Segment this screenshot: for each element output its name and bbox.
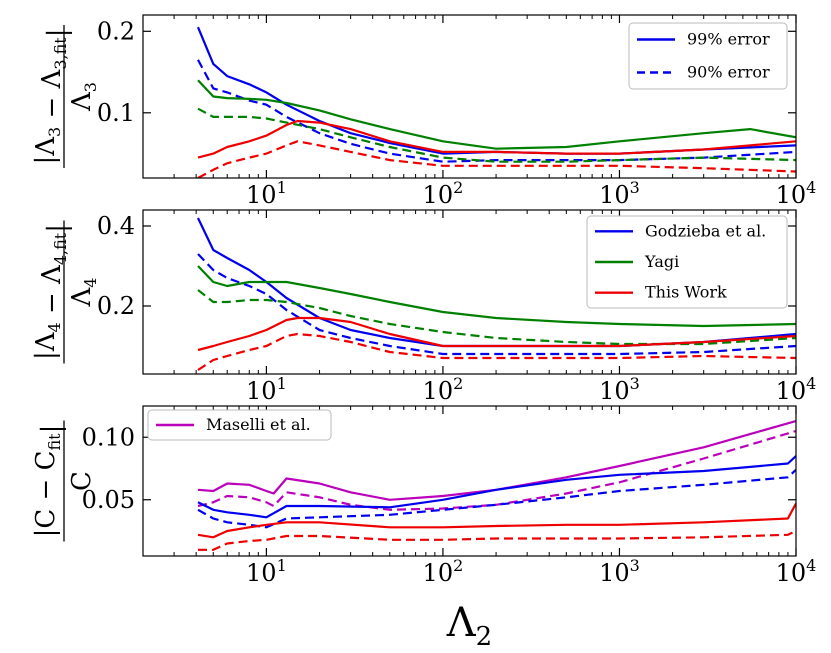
x-tick-label: 103	[599, 556, 640, 587]
x-tick-label: 102	[423, 556, 464, 587]
series-line-6	[198, 530, 796, 551]
axes-frame	[142, 14, 797, 179]
x-tick-label: 104	[776, 556, 817, 587]
series-line-3	[197, 79, 796, 150]
series-line-3	[197, 455, 796, 519]
x-tick-label: 104	[776, 374, 817, 405]
x-axis-label: Λ2	[446, 600, 492, 652]
series-line-5	[197, 119, 796, 159]
legend-label: Maselli et al.	[206, 415, 311, 434]
ylabel-panel-2: |Λ4 − Λ4,fit|Λ4	[31, 220, 100, 364]
series-group	[196, 26, 796, 178]
panel-1: 101 102 103 104 0.1 0.2 99% error 90% error	[97, 14, 817, 209]
series-line-2	[197, 429, 796, 511]
y-tick-label: 0.2	[97, 17, 135, 45]
y-tick-label: 0.4	[97, 212, 135, 240]
legend-label: 90% error	[687, 63, 770, 82]
legend-label: 99% error	[687, 30, 770, 49]
ylabel-denominator: Λ4	[67, 278, 100, 308]
axes-frame	[142, 209, 797, 375]
ylabel-numerator: |Λ4 − Λ4,fit|	[31, 224, 73, 360]
ylabel-denominator: C	[67, 471, 97, 491]
ylabel-denominator: Λ3	[67, 82, 100, 112]
ylabel-numerator: |Λ3 − Λ3,fit|	[31, 29, 73, 165]
y-tick-label: 0.2	[97, 292, 135, 320]
panel-3: 101 102 103 104 0.05 0.10 Maselli et al. Λ2	[82, 405, 817, 652]
x-tick-label: 102	[423, 178, 464, 209]
x-tick-label: 101	[246, 374, 287, 405]
ylabel-panel-3: |C − Cfit|C	[31, 420, 97, 542]
series-group	[197, 217, 796, 371]
series-line-6	[197, 332, 796, 371]
series-line-4	[197, 468, 796, 529]
legend-label: Godzieba et al.	[645, 221, 766, 240]
axes-frame	[142, 405, 797, 557]
legend: 99% error 90% error	[628, 22, 788, 90]
legend: Maselli et al.	[147, 409, 332, 441]
legend-label: Yagi	[644, 252, 679, 271]
x-tick-label: 102	[423, 374, 464, 405]
y-tick-label: 0.1	[97, 99, 135, 127]
ylabel-numerator: |C − Cfit|	[31, 425, 67, 538]
x-tick-label: 101	[246, 556, 287, 587]
series-line-6	[197, 140, 796, 178]
x-tick-label: 101	[246, 178, 287, 209]
ylabel-panel-1: |Λ3 − Λ3,fit|Λ3	[31, 25, 100, 168]
series-line-4	[197, 107, 796, 163]
series-line-5	[197, 502, 796, 539]
y-tick-label: 0.10	[82, 423, 135, 451]
x-tick-label: 104	[776, 178, 817, 209]
series-line-5	[197, 316, 796, 352]
y-tick-label: 0.05	[82, 486, 135, 514]
series-line-2	[197, 253, 796, 356]
legend-box	[586, 215, 788, 309]
x-tick-label: 103	[599, 374, 640, 405]
series-line-1	[197, 419, 796, 501]
series-line-4	[197, 289, 796, 346]
panel-2: 101 102 103 104 0.2 0.4 Godzieba et al. Yagi Thi…	[97, 209, 817, 405]
series-line-3	[197, 265, 796, 328]
legend-label: This Work	[645, 283, 727, 302]
legend: Godzieba et al. Yagi This Work	[586, 215, 788, 309]
legend-box	[147, 409, 332, 441]
series-group	[197, 419, 796, 551]
x-tick-label: 103	[599, 178, 640, 209]
